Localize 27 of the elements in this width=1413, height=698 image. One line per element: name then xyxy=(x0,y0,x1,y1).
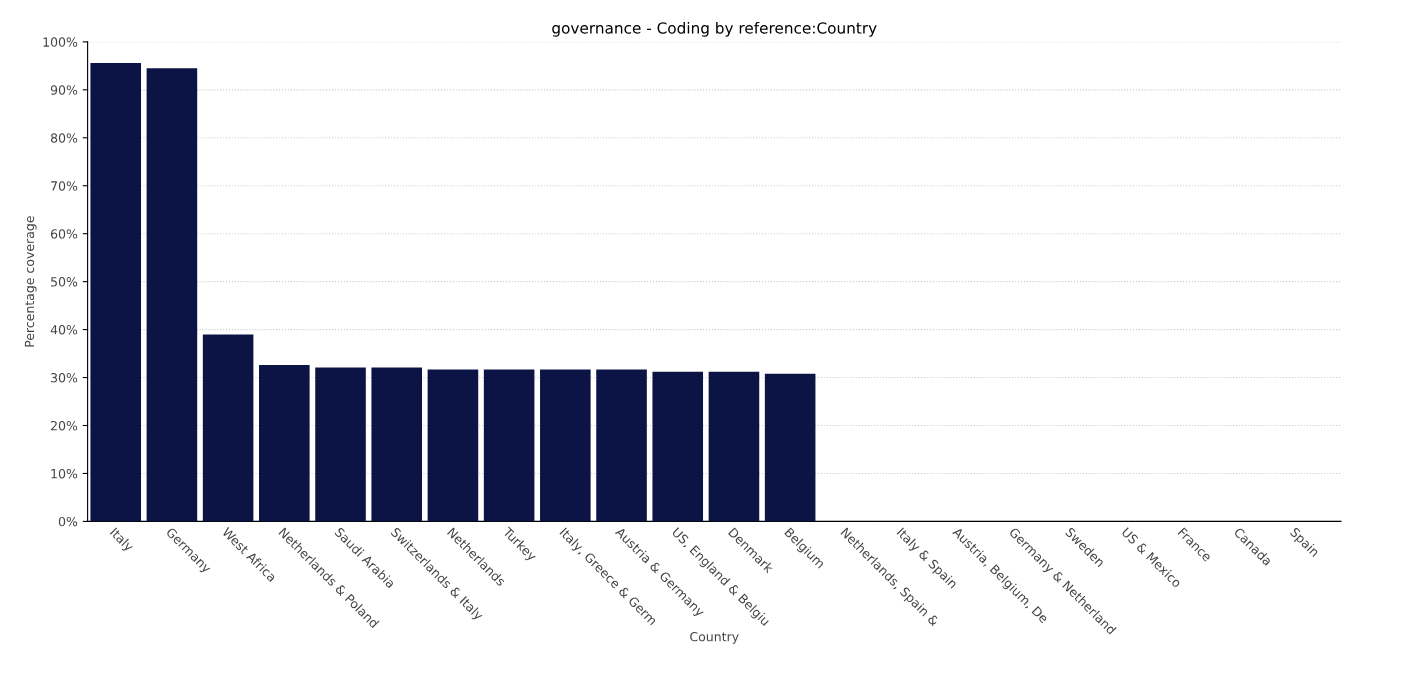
y-tick-label: 40% xyxy=(50,325,78,335)
bar xyxy=(146,68,198,522)
bar xyxy=(427,369,479,522)
y-tick-label: 50% xyxy=(51,277,78,287)
y-tick-label: 70% xyxy=(51,181,78,191)
bar xyxy=(540,369,591,522)
y-tick-label: 30% xyxy=(51,373,78,383)
bar xyxy=(764,373,816,522)
y-tick-label: 20% xyxy=(51,420,78,431)
bar xyxy=(259,365,310,522)
y-tick-label: 60% xyxy=(50,229,78,239)
bar xyxy=(315,367,366,522)
bar xyxy=(202,334,254,522)
y-tick-label: 10% xyxy=(51,468,78,479)
chart-title: governance - Coding by reference:Country xyxy=(552,21,877,37)
bar xyxy=(652,371,704,522)
y-tick-label: 0% xyxy=(58,516,78,527)
bar xyxy=(708,371,760,522)
bar xyxy=(483,369,535,522)
y-tick-label: 90% xyxy=(50,85,78,95)
bar xyxy=(596,369,647,522)
x-axis-title: Country xyxy=(690,631,739,644)
y-tick-label: 80% xyxy=(50,133,78,143)
bar xyxy=(90,62,141,522)
y-tick-label: 100% xyxy=(43,37,78,47)
bar xyxy=(371,367,423,522)
y-axis-title: Percentage coverage xyxy=(24,216,37,347)
